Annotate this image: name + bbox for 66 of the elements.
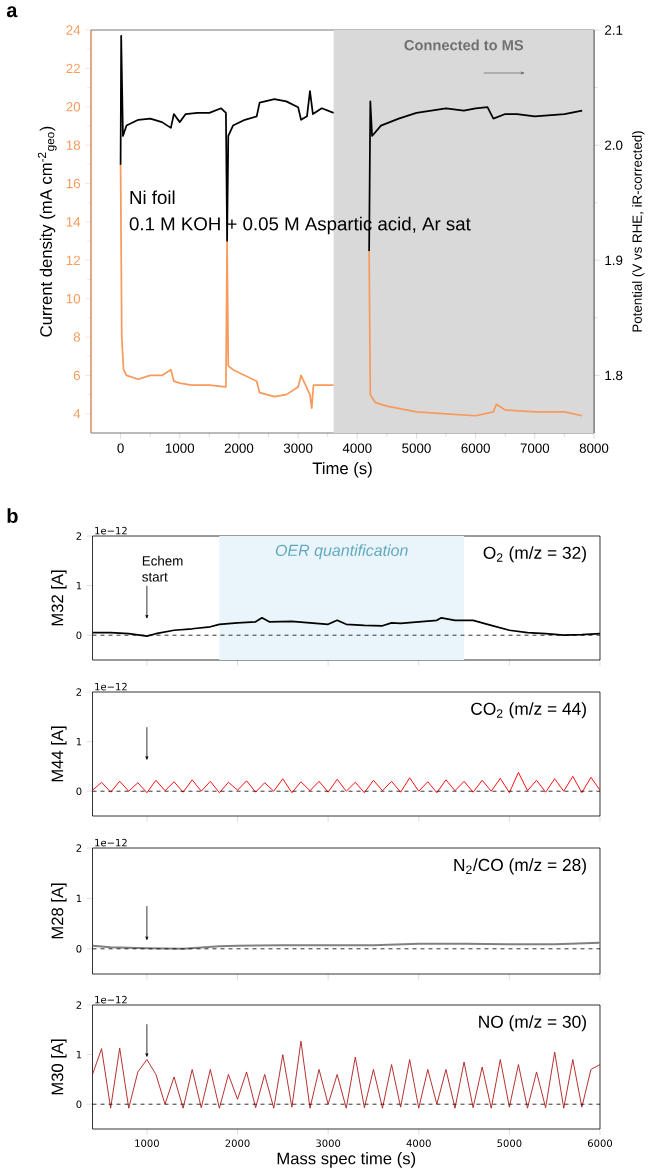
- text: 1e−12: [95, 526, 127, 535]
- annotation: N$_{2}$/CO (m/z = 28): [454, 858, 586, 875]
- annotation: Echem start: [142, 555, 183, 582]
- y-tick-label: 1: [76, 581, 82, 590]
- x-tick-label: 1000: [135, 1139, 159, 1147]
- x-tick-label: 2000: [225, 1139, 250, 1147]
- x-tick-label: 4000: [406, 1139, 431, 1147]
- text: 1e−12: [95, 995, 127, 1004]
- chart-title: a: [6, 6, 18, 18]
- y2-tick-label: 2.1: [605, 25, 623, 35]
- x-tick-label: 5000: [497, 1139, 522, 1147]
- y2-tick-label: 1.9: [605, 255, 623, 266]
- x-tick-label: 2000: [224, 443, 254, 453]
- x-tick-label: 6000: [587, 1139, 613, 1147]
- annotation: CO$_{2}$ (m/z = 44): [471, 702, 586, 719]
- band-label: Connected to MS: [404, 39, 524, 51]
- text: 1e−12: [95, 682, 127, 691]
- y-axis-title: M30 [A]: [51, 1039, 67, 1095]
- y-tick-label: 20: [66, 102, 81, 112]
- y-tick-label: 14: [66, 217, 81, 227]
- annotation: NO (m/z = 30): [479, 1015, 586, 1032]
- y-tick-label: 2: [76, 1001, 82, 1009]
- y-tick-label: 4: [73, 409, 81, 419]
- y2-axis-title: Potential (V vs RHE, iR-corrected): [632, 131, 645, 332]
- text: 1e−12: [95, 838, 127, 847]
- y-tick-label: 22: [66, 63, 80, 74]
- x-tick-label: 1000: [165, 443, 195, 453]
- y-tick-label: 1: [76, 1050, 82, 1059]
- y-tick-label: 10: [66, 293, 81, 304]
- y-axis-title: M32 [A]: [51, 570, 67, 626]
- x-tick-label: 7000: [520, 443, 550, 453]
- x-tick-label: 6000: [461, 443, 490, 453]
- x-tick-label: 3000: [316, 1139, 341, 1147]
- x-tick-label: 3000: [283, 443, 313, 453]
- y-tick-label: 16: [66, 178, 81, 189]
- y-tick-label: 0: [76, 631, 82, 639]
- x-axis-title: Mass spec time (s): [277, 1152, 416, 1168]
- x-tick-label: 8000: [579, 443, 609, 453]
- y-tick-label: 2: [76, 844, 82, 852]
- x-axis-title: Time (s): [312, 462, 372, 478]
- y2-tick-label: 2.0: [605, 140, 623, 150]
- y-tick-label: 2: [76, 688, 82, 696]
- y-tick-label: 1: [76, 894, 82, 903]
- line-series: [92, 771, 600, 794]
- annotation: O$_{2}$ (m/z = 32): [483, 546, 586, 563]
- y-axis-title: M44 [A]: [51, 726, 67, 782]
- y-tick-label: 1: [76, 737, 82, 746]
- y-tick-label: 18: [66, 140, 81, 150]
- y-tick-label: 0: [76, 1100, 82, 1108]
- y-axis-title: Current density (mA cm$^{-2}$$_{geo}$): [37, 126, 57, 337]
- y-tick-label: 8: [73, 332, 81, 342]
- x-tick-label: 0: [117, 443, 124, 453]
- y-tick-label: 2: [76, 532, 82, 540]
- x-tick-label: 5000: [402, 443, 431, 453]
- y-tick-label: 12: [66, 255, 80, 265]
- x-tick-label: 4000: [342, 443, 372, 453]
- chart-title: b: [7, 508, 18, 523]
- y-tick-label: 24: [66, 25, 81, 35]
- y-tick-label: 0: [76, 945, 82, 953]
- line-series: [92, 1040, 600, 1109]
- annotation: Ni foil: [130, 190, 175, 205]
- band-label: OER quantification: [275, 544, 408, 560]
- y-tick-label: 0: [76, 787, 82, 795]
- y2-tick-label: 1.8: [605, 370, 623, 381]
- y-tick-label: 6: [73, 370, 81, 381]
- y-axis-title: M28 [A]: [51, 883, 67, 939]
